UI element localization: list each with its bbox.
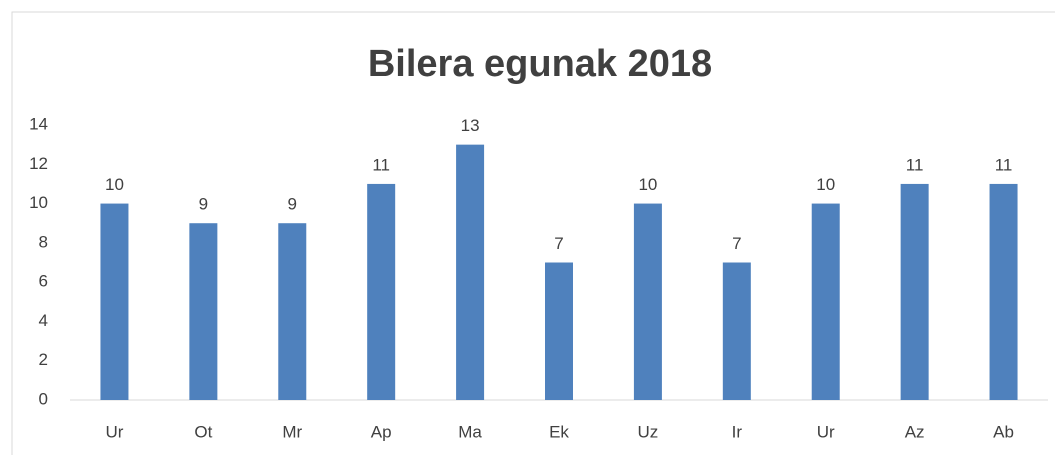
x-tick-label: Mr xyxy=(282,422,302,441)
data-label: 9 xyxy=(199,195,208,214)
x-tick-label: Ur xyxy=(817,422,835,441)
data-label: 11 xyxy=(372,155,390,174)
bar xyxy=(189,223,218,400)
x-tick-label: Ma xyxy=(458,422,482,441)
bar xyxy=(722,262,751,400)
x-tick-label: Ir xyxy=(732,422,743,441)
bar xyxy=(367,183,396,400)
bar xyxy=(100,203,129,400)
data-label: 7 xyxy=(732,234,741,253)
y-tick-label: 0 xyxy=(39,389,48,408)
data-label: 7 xyxy=(554,234,563,253)
bar xyxy=(456,144,485,400)
data-label: 11 xyxy=(906,155,924,174)
x-tick-label: Ot xyxy=(194,422,212,441)
y-tick-label: 6 xyxy=(39,272,48,291)
x-tick-label: Ab xyxy=(993,422,1014,441)
y-tick-label: 4 xyxy=(39,311,48,330)
data-label: 10 xyxy=(816,175,835,194)
data-label: 9 xyxy=(288,195,297,214)
chart-title: Bilera egunak 2018 xyxy=(368,43,712,85)
bar xyxy=(633,203,662,400)
y-tick-label: 8 xyxy=(39,232,48,251)
x-tick-label: Ur xyxy=(105,422,123,441)
y-tick-label: 14 xyxy=(29,114,48,133)
y-tick-label: 12 xyxy=(29,154,48,173)
data-label: 10 xyxy=(638,175,657,194)
bar xyxy=(811,203,840,400)
x-tick-label: Ap xyxy=(371,422,392,441)
x-tick-label: Az xyxy=(905,422,925,441)
y-tick-label: 2 xyxy=(39,350,48,369)
bar xyxy=(545,262,573,400)
data-label: 10 xyxy=(105,175,124,194)
chart-frame xyxy=(11,11,1055,455)
x-tick-label: Ek xyxy=(549,422,569,441)
x-tick-label: Uz xyxy=(638,422,659,441)
bar xyxy=(278,223,307,400)
data-label: 11 xyxy=(995,155,1013,174)
data-label: 13 xyxy=(461,116,480,135)
bar xyxy=(989,183,1018,400)
y-tick-label: 10 xyxy=(29,193,48,212)
bar xyxy=(900,183,929,400)
